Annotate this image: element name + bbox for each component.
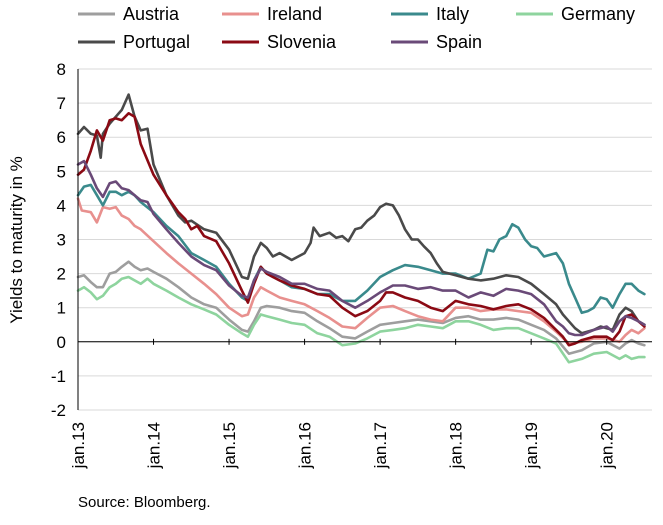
- x-tick-label: jan.19: [522, 422, 541, 469]
- legend-label-italy: Italy: [436, 4, 469, 24]
- y-axis-label: Yields to maturity in %: [7, 156, 26, 324]
- legend: Austria Ireland Italy Germany Portugal Sloven…: [78, 4, 635, 52]
- legend-label-spain: Spain: [436, 32, 482, 52]
- x-tick-label: jan.14: [145, 422, 164, 469]
- x-tick-label: jan.18: [447, 422, 466, 469]
- y-tick-label: 5: [57, 162, 66, 181]
- source-note: Source: Bloomberg.: [78, 494, 211, 511]
- x-tick-label: jan.16: [296, 422, 315, 469]
- x-tick-label: jan.15: [220, 422, 239, 469]
- series-line-ireland: [76, 197, 646, 345]
- y-tick-label: 3: [57, 231, 66, 250]
- series-line-germany: [76, 275, 646, 364]
- y-tick-label: 4: [57, 196, 66, 215]
- legend-label-portugal: Portugal: [123, 32, 190, 52]
- y-tick-label: -2: [51, 401, 66, 420]
- series-line-portugal: [76, 93, 646, 335]
- y-tick-label: 0: [57, 333, 66, 352]
- axes: -2 -1 0 1 2 3 4 5 6 7 8 jan.13 jan.14 jan.15 jan.16 jan…: [51, 60, 652, 469]
- series-line-italy: [76, 183, 646, 315]
- series-line-austria: [76, 260, 646, 356]
- x-tick-label: jan.13: [69, 422, 88, 469]
- x-tick-label: jan.20: [598, 422, 617, 469]
- legend-label-slovenia: Slovenia: [267, 32, 337, 52]
- series-line-spain: [76, 159, 646, 337]
- y-tick-label: 2: [57, 265, 66, 284]
- legend-label-ireland: Ireland: [267, 4, 322, 24]
- y-tick-label: 1: [57, 299, 66, 318]
- y-tick-label: -1: [51, 367, 66, 386]
- x-tick-label: jan.17: [371, 422, 390, 469]
- legend-label-germany: Germany: [561, 4, 635, 24]
- y-tick-label: 7: [57, 94, 66, 113]
- series-lines: [76, 93, 646, 364]
- legend-label-austria: Austria: [123, 4, 180, 24]
- y-tick-label: 8: [57, 60, 66, 79]
- y-tick-label: 6: [57, 128, 66, 147]
- series-line-slovenia: [76, 112, 646, 347]
